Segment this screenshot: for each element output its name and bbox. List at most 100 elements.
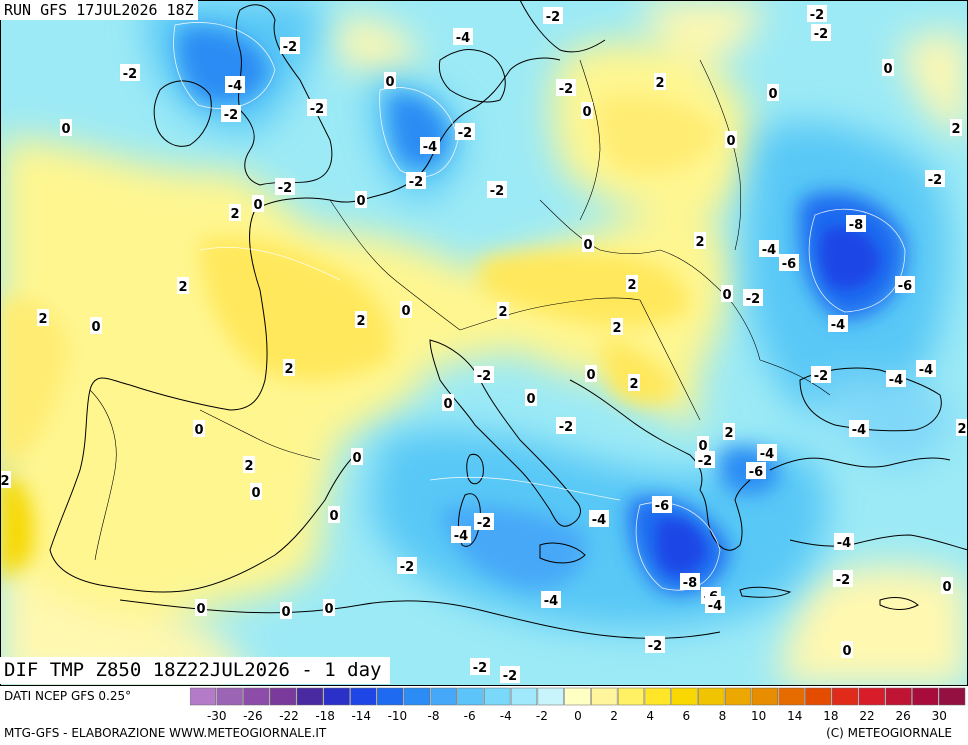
- contour-label: -4: [420, 137, 440, 155]
- contour-label: -6: [779, 254, 799, 272]
- contour-label: -4: [541, 591, 561, 609]
- contour-label-bg: [697, 436, 709, 453]
- contour-label-bg: [252, 195, 264, 212]
- contour-label: -4: [759, 240, 779, 258]
- color-swatch: [243, 687, 270, 706]
- contour-label: 0: [60, 119, 72, 137]
- contour-label: 2: [497, 302, 509, 320]
- contour-label: -6: [746, 462, 766, 480]
- contour-label-text: 0: [883, 62, 892, 77]
- contour-label: -8: [680, 573, 700, 591]
- contour-label: -4: [225, 76, 245, 94]
- contour-label: -2: [275, 178, 295, 196]
- contour-label-bg: [275, 178, 295, 195]
- color-swatch: [724, 687, 752, 706]
- contour-label: -2: [280, 37, 300, 55]
- contour-label: 0: [384, 72, 396, 90]
- contour-label-bg: [811, 366, 831, 383]
- contour-label: -2: [455, 123, 475, 141]
- scale-tick-label: 14: [787, 709, 803, 723]
- color-swatch: [323, 687, 350, 706]
- contour-label: 2: [626, 275, 638, 293]
- contour-label-text: -2: [559, 82, 573, 97]
- color-swatch: [296, 687, 324, 706]
- scale-tick-label: 18: [823, 709, 839, 723]
- contour-label-text: -2: [559, 420, 573, 435]
- contour-label: -2: [556, 79, 576, 97]
- contour-label: -2: [811, 24, 831, 42]
- contour-label: 0: [525, 389, 537, 407]
- run-title: RUN GFS 17JUL2026 18Z: [0, 0, 198, 20]
- contour-labels: -2 -2 -2 -4 -2 -2 0 -4 2 -2 0 0 -2 -2 0 0 -2 2 0 -4 -2 -2 -2 -2…: [0, 5, 968, 684]
- contour-label: -2: [120, 64, 140, 82]
- contour-label: -2: [811, 366, 831, 384]
- contour-label: 0: [193, 420, 205, 438]
- contour-label-text: -4: [454, 529, 468, 544]
- contour-label-bg: [680, 573, 700, 590]
- contour-label-bg: [541, 591, 561, 608]
- contour-label: 2: [243, 456, 255, 474]
- contour-label-bg: [37, 309, 49, 326]
- contour-label-text: 0: [196, 602, 205, 617]
- contour-label: 2: [0, 471, 11, 489]
- contour-label: -2: [470, 658, 490, 676]
- contour-label: -2: [500, 666, 520, 684]
- contour-label-text: 2: [627, 278, 636, 293]
- scale-tick-label: -2: [535, 709, 548, 723]
- contour-label-text: 2: [38, 312, 47, 327]
- contour-label-bg: [895, 276, 915, 293]
- contour-label-bg: [759, 240, 779, 257]
- color-swatch: [617, 687, 645, 706]
- contour-label-bg: [280, 37, 300, 54]
- contour-label: -2: [556, 417, 576, 435]
- contour-label-bg: [833, 570, 853, 587]
- contour-label-text: -2: [814, 27, 828, 42]
- contour-label: -4: [757, 444, 777, 462]
- contour-label: -4: [453, 28, 473, 46]
- contour-label: 2: [956, 419, 968, 437]
- contour-label: 2: [229, 204, 241, 222]
- scale-tick-label: -10: [387, 709, 408, 723]
- contour-label: 2: [37, 309, 49, 327]
- color-swatch: [484, 687, 511, 706]
- contour-label-text: 2: [655, 76, 664, 91]
- contour-label-bg: [221, 105, 241, 122]
- contour-label-bg: [451, 526, 471, 543]
- contour-label-bg: [280, 602, 292, 619]
- contour-label-bg: [455, 123, 475, 140]
- contour-label: 0: [328, 506, 340, 524]
- contour-label-bg: [695, 451, 715, 468]
- color-swatch: [564, 687, 591, 706]
- contour-label: -2: [474, 366, 494, 384]
- contour-label-text: -4: [852, 423, 866, 438]
- contour-label-text: 2: [0, 474, 9, 489]
- contour-label-bg: [487, 181, 507, 198]
- contour-label: -2: [833, 570, 853, 588]
- contour-label-text: 0: [698, 439, 707, 454]
- contour-label-bg: [351, 448, 363, 465]
- contour-label: -2: [307, 99, 327, 117]
- contour-label-text: 0: [91, 320, 100, 335]
- contour-label-text: -4: [919, 363, 933, 378]
- contour-label: 2: [355, 311, 367, 329]
- contour-label: 2: [628, 374, 640, 392]
- contour-label-bg: [807, 5, 827, 22]
- contour-label: 0: [355, 191, 367, 209]
- scale-tick-label: 4: [646, 709, 655, 723]
- field-title: DIF TMP Z850 18Z22JUL2026 - 1 day: [0, 657, 390, 684]
- contour-label-bg: [628, 374, 640, 391]
- contour-label: -4: [834, 533, 854, 551]
- color-swatch: [190, 687, 217, 706]
- contour-label-text: -2: [546, 10, 560, 25]
- contour-label-bg: [767, 84, 779, 101]
- contour-label-bg: [950, 119, 962, 136]
- contour-label: -2: [397, 557, 417, 575]
- contour-label: 0: [582, 235, 594, 253]
- color-swatch: [270, 687, 297, 706]
- color-swatch: [350, 687, 377, 706]
- contour-label-bg: [916, 360, 936, 377]
- contour-label-bg: [120, 64, 140, 81]
- contour-label-bg: [694, 232, 706, 249]
- contour-label-text: -6: [898, 279, 912, 294]
- contour-label: 0: [400, 301, 412, 319]
